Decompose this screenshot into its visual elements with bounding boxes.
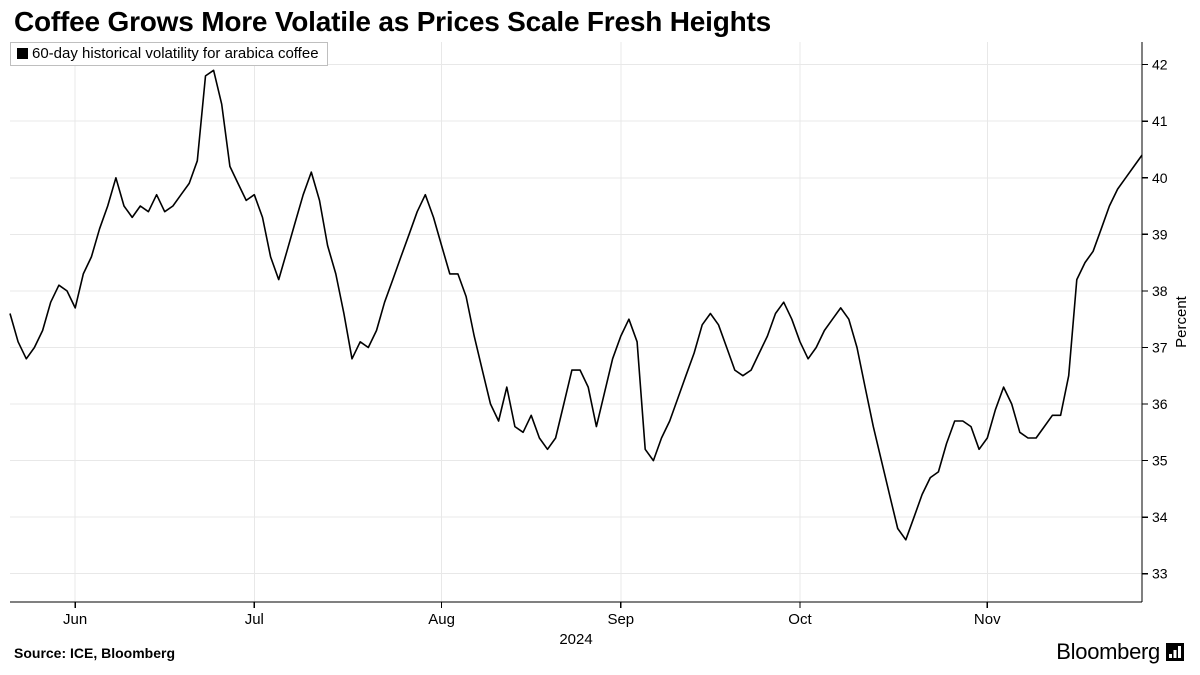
svg-text:Sep: Sep: [607, 611, 634, 628]
grid: [10, 42, 1142, 602]
svg-text:33: 33: [1152, 566, 1168, 582]
svg-text:41: 41: [1152, 113, 1168, 129]
y-ticks: 33 34 35 36 37 38 39 40 41 42: [1142, 57, 1168, 582]
chart-container: Coffee Grows More Volatile as Prices Sca…: [0, 0, 1200, 675]
svg-text:Aug: Aug: [428, 611, 455, 628]
svg-text:38: 38: [1152, 283, 1168, 299]
svg-text:35: 35: [1152, 453, 1168, 469]
svg-text:39: 39: [1152, 226, 1168, 242]
x-axis-year: 2024: [559, 631, 592, 648]
plot-area: 33343536373839404142 JunJulAugSepOctNov …: [10, 42, 1142, 602]
svg-text:40: 40: [1152, 170, 1168, 186]
svg-text:Nov: Nov: [974, 611, 1001, 628]
x-ticks: Jun Jul Aug Sep Oct Nov: [63, 602, 1001, 628]
source-text: Source: ICE, Bloomberg: [14, 645, 175, 661]
brand-text: Bloomberg: [1056, 639, 1160, 665]
svg-text:Oct: Oct: [788, 611, 812, 628]
chart-title: Coffee Grows More Volatile as Prices Sca…: [14, 6, 771, 38]
volatility-line: [10, 70, 1142, 540]
svg-text:34: 34: [1152, 509, 1168, 525]
brand-logo: Bloomberg: [1056, 639, 1184, 665]
svg-text:42: 42: [1152, 57, 1168, 73]
legend-label: 60-day historical volatility for arabica…: [32, 45, 319, 62]
chart-svg: 33343536373839404142 JunJulAugSepOctNov …: [10, 42, 1142, 602]
svg-text:37: 37: [1152, 339, 1168, 355]
y-axis-title: Percent: [1173, 295, 1190, 348]
svg-text:Jul: Jul: [245, 611, 264, 628]
brand-icon: [1166, 643, 1184, 661]
svg-text:Jun: Jun: [63, 611, 87, 628]
svg-text:36: 36: [1152, 396, 1168, 412]
legend-swatch: [17, 48, 28, 59]
legend: 60-day historical volatility for arabica…: [10, 42, 328, 66]
